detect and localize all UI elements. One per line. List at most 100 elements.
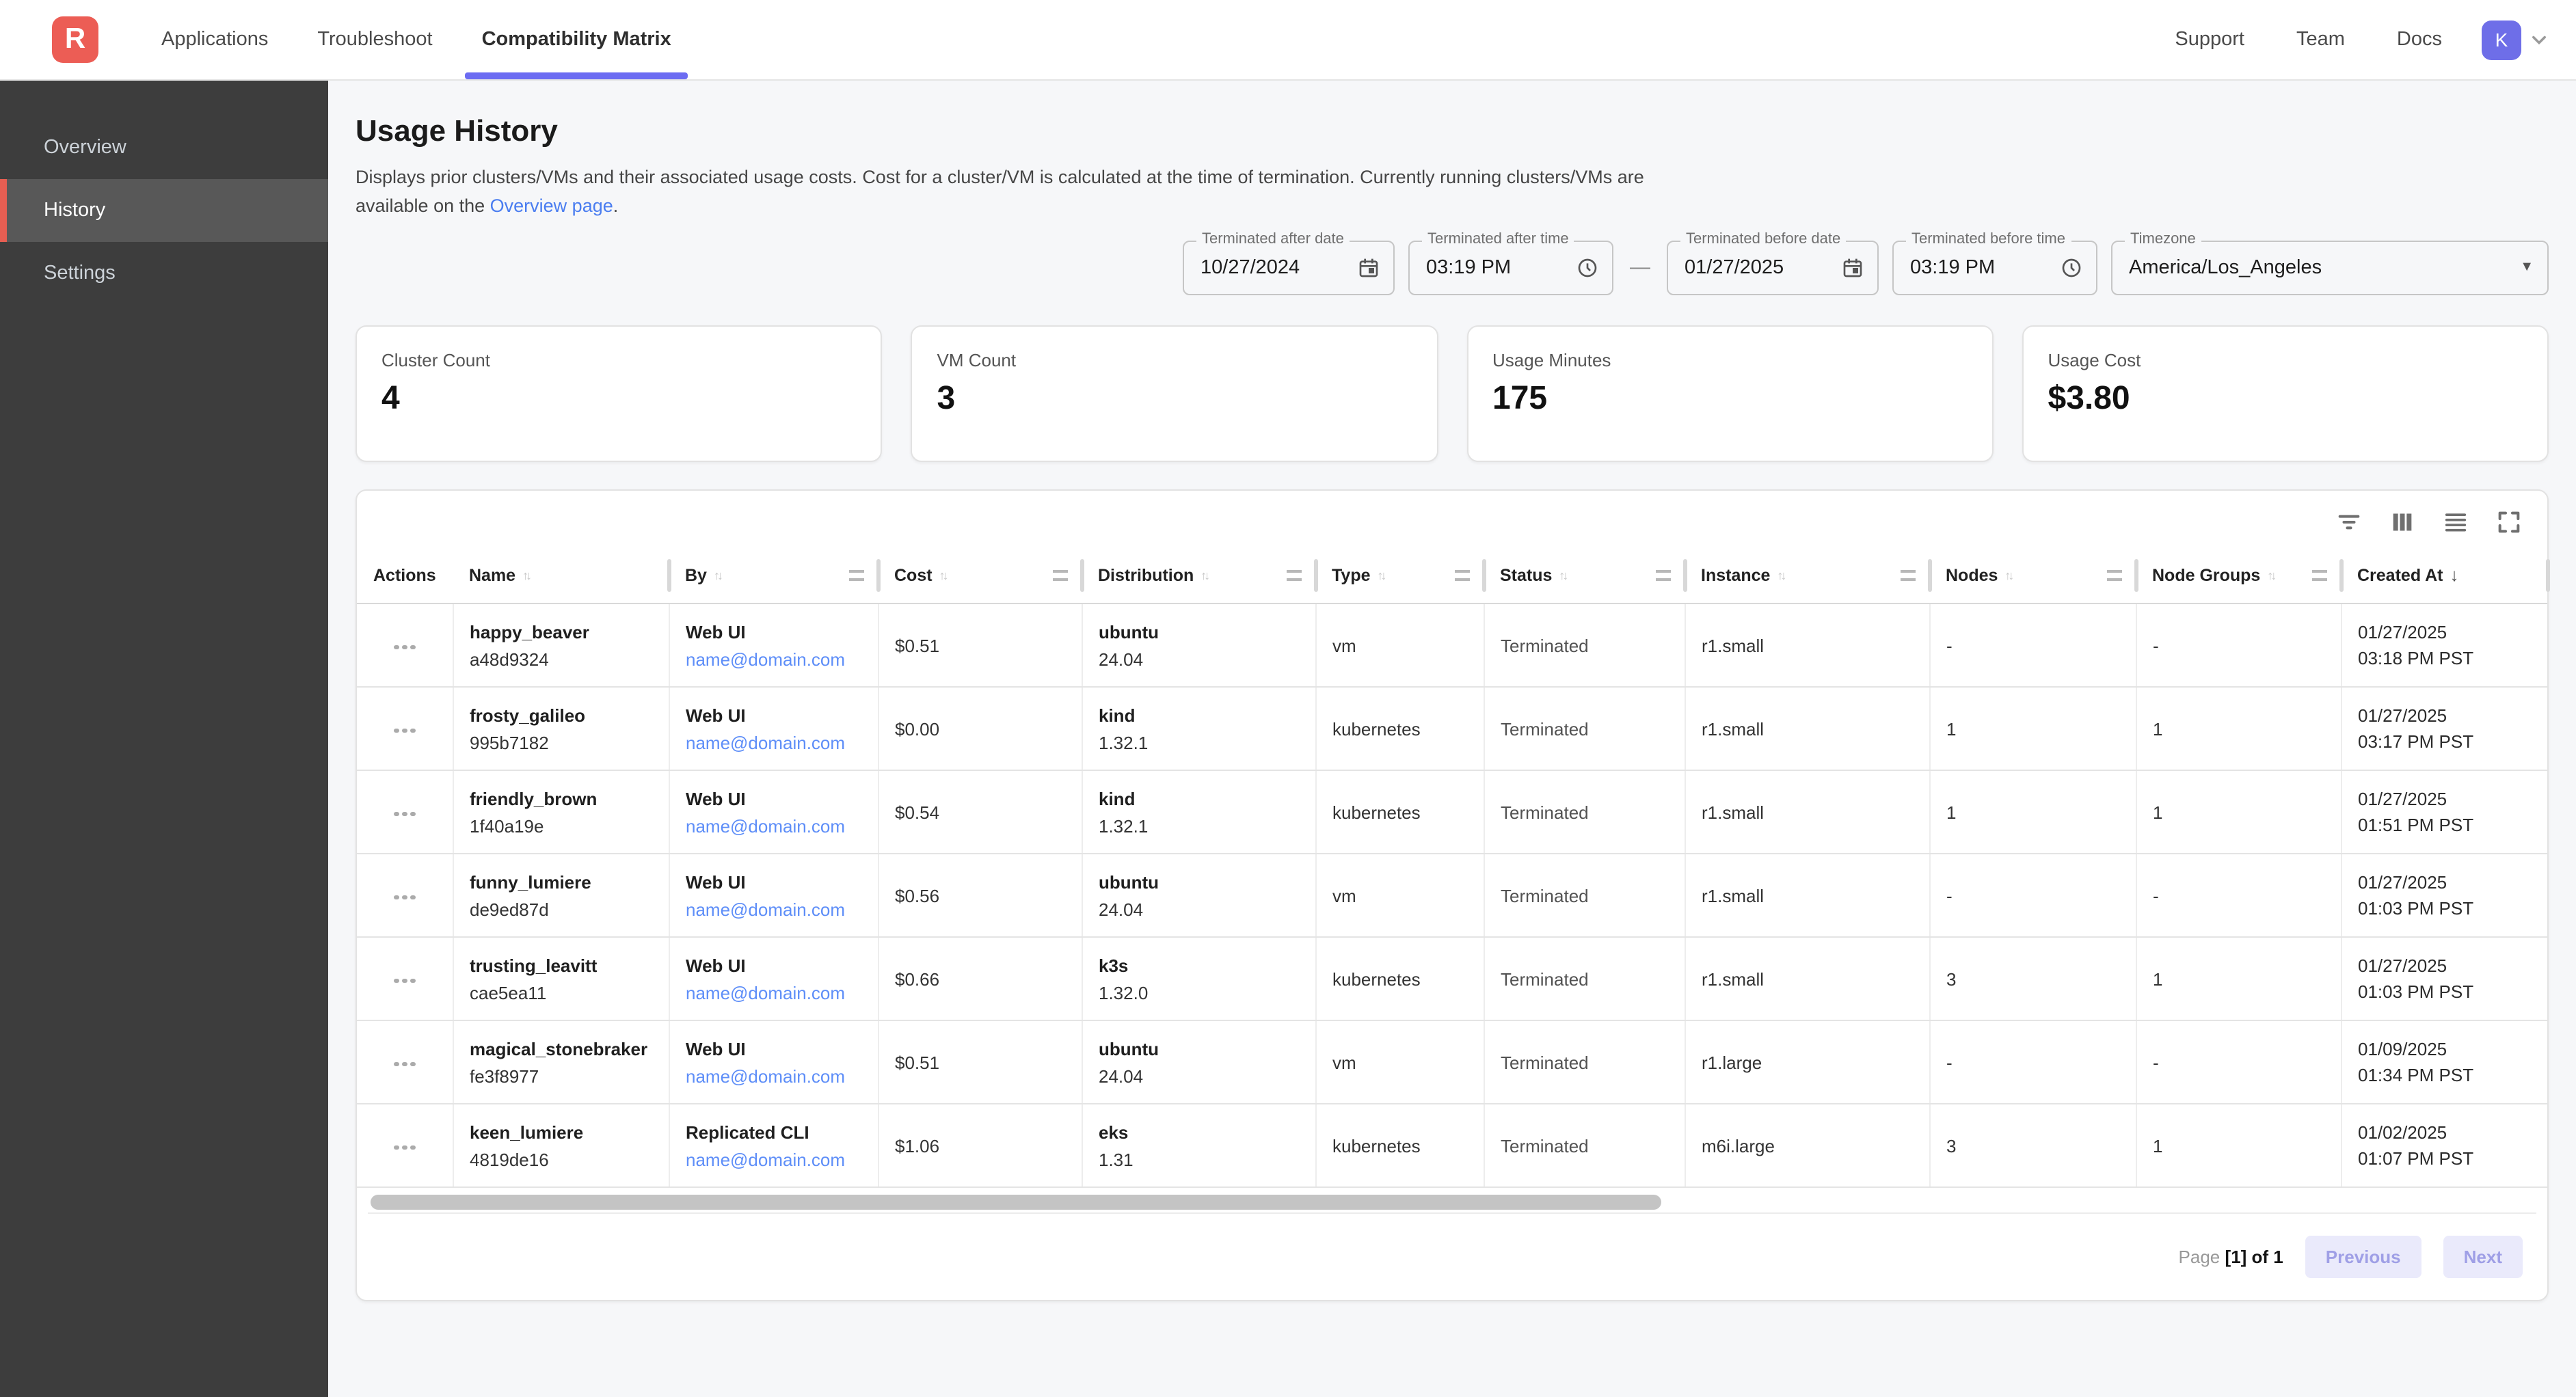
column-menu-icon[interactable] — [1455, 569, 1470, 581]
filter-bar: Terminated after date 10/27/2024 Termina… — [355, 230, 2549, 295]
email-link[interactable]: name@domain.com — [686, 649, 846, 670]
nav-team[interactable]: Team — [2296, 29, 2345, 51]
dropdown-arrow-icon[interactable]: ▼ — [2520, 260, 2534, 275]
stat-value: 175 — [1492, 379, 1548, 417]
row-actions-button[interactable] — [386, 637, 423, 658]
density-icon[interactable] — [2442, 508, 2469, 536]
user-avatar[interactable]: K — [2482, 20, 2521, 59]
clock-icon[interactable] — [2061, 257, 2082, 279]
column-label: Actions — [373, 565, 436, 585]
column-menu-icon[interactable] — [1053, 569, 1068, 581]
column-header-node-groups[interactable]: Node Groups ↑↓ — [2136, 546, 2341, 605]
email-link[interactable]: name@domain.com — [686, 982, 846, 1003]
calendar-icon[interactable] — [1358, 257, 1380, 279]
cell-type: kubernetes — [1315, 770, 1484, 855]
column-header-created-at[interactable]: Created At ↓ — [2341, 546, 2547, 605]
cell-cost: $1.06 — [878, 1104, 1082, 1189]
page-description: Displays prior clusters/VMs and their as… — [355, 164, 1712, 221]
app-logo[interactable]: R — [52, 16, 98, 63]
cell-instance: m6i.large — [1685, 1104, 1930, 1189]
next-page-button[interactable]: Next — [2443, 1236, 2523, 1279]
sort-icon[interactable]: ↑↓ — [522, 568, 532, 582]
stat-label: VM Count — [937, 349, 1017, 370]
sort-icon[interactable]: ↑↓ — [1559, 568, 1568, 582]
row-actions-button[interactable] — [386, 971, 423, 992]
column-header-instance[interactable]: Instance ↑↓ — [1685, 546, 1929, 605]
calendar-icon[interactable] — [1842, 257, 1864, 279]
cell-instance: r1.small — [1685, 603, 1930, 688]
cell-distribution: ubuntu 24.04 — [1082, 603, 1316, 688]
column-menu-icon[interactable] — [1287, 569, 1302, 581]
terminated-before-time-label: Terminated before time — [1906, 230, 2071, 247]
email-link[interactable]: name@domain.com — [686, 1149, 846, 1170]
column-header-by[interactable]: By ↑↓ — [669, 546, 878, 605]
clock-icon[interactable] — [1577, 257, 1598, 279]
sort-desc-icon[interactable]: ↓ — [2450, 565, 2459, 586]
terminated-before-date-field[interactable]: Terminated before date 01/27/2025 — [1667, 230, 1879, 295]
cell-cost: $0.66 — [878, 937, 1082, 1022]
stats-row: Cluster Count 4 VM Count 3 Usage Minutes… — [355, 325, 2549, 462]
description-text: Displays prior clusters/VMs and their as… — [355, 167, 1644, 216]
scrollbar-thumb[interactable] — [371, 1195, 1661, 1210]
cell-distribution: ubuntu 24.04 — [1082, 854, 1316, 938]
sort-icon[interactable]: ↑↓ — [939, 568, 949, 582]
sidebar-item-overview[interactable]: Overview — [44, 137, 126, 159]
columns-icon[interactable] — [2389, 508, 2416, 536]
sort-icon[interactable]: ↑↓ — [1377, 568, 1387, 582]
chevron-down-icon[interactable] — [2530, 30, 2549, 49]
terminated-after-time-field[interactable]: Terminated after time 03:19 PM — [1408, 230, 1613, 295]
row-actions-button[interactable] — [386, 1054, 423, 1075]
timezone-select[interactable]: Timezone America/Los_Angeles ▼ — [2111, 230, 2549, 295]
sort-icon[interactable]: ↑↓ — [2267, 568, 2277, 582]
status-badge: Terminated — [1501, 635, 1589, 656]
nav-troubleshoot[interactable]: Troubleshoot — [317, 29, 433, 51]
column-label: Distribution — [1098, 565, 1194, 585]
cell-node-groups: - — [2136, 603, 2342, 688]
fullscreen-icon[interactable] — [2495, 508, 2523, 536]
cell-distribution: kind 1.32.1 — [1082, 687, 1316, 772]
terminated-before-time-field[interactable]: Terminated before time 03:19 PM — [1892, 230, 2097, 295]
cell-status: Terminated — [1484, 937, 1685, 1022]
column-header-cost[interactable]: Cost ↑↓ — [878, 546, 1082, 605]
sort-icon[interactable]: ↑↓ — [1777, 568, 1786, 582]
nav-docs[interactable]: Docs — [2396, 29, 2442, 51]
nav-applications[interactable]: Applications — [161, 29, 269, 51]
email-link[interactable]: name@domain.com — [686, 899, 846, 920]
email-link[interactable]: name@domain.com — [686, 732, 846, 753]
column-menu-icon[interactable] — [2312, 569, 2327, 581]
terminated-before-date-label: Terminated before date — [1680, 230, 1847, 247]
stat-card-cluster-count: Cluster Count 4 — [355, 325, 883, 462]
sidebar-item-history[interactable]: History — [0, 179, 328, 242]
sort-icon[interactable]: ↑↓ — [2004, 568, 2014, 582]
column-header-type[interactable]: Type ↑↓ — [1315, 546, 1484, 605]
column-header-name[interactable]: Name ↑↓ — [453, 546, 669, 605]
row-actions-button[interactable] — [386, 1137, 423, 1158]
filter-icon[interactable] — [2335, 508, 2363, 536]
email-link[interactable]: name@domain.com — [686, 1066, 846, 1087]
overview-page-link[interactable]: Overview page — [489, 195, 613, 216]
column-menu-icon[interactable] — [1656, 569, 1671, 581]
column-header-distribution[interactable]: Distribution ↑↓ — [1082, 546, 1315, 605]
column-header-status[interactable]: Status ↑↓ — [1484, 546, 1685, 605]
sort-icon[interactable]: ↑↓ — [713, 568, 723, 582]
column-menu-icon[interactable] — [2107, 569, 2122, 581]
column-menu-icon[interactable] — [849, 569, 864, 581]
main-content: Usage History Displays prior clusters/VM… — [328, 81, 2576, 1397]
column-header-nodes[interactable]: Nodes ↑↓ — [1929, 546, 2136, 605]
terminated-after-date-field[interactable]: Terminated after date 10/27/2024 — [1183, 230, 1395, 295]
stat-card-usage-minutes: Usage Minutes 175 — [1466, 325, 1994, 462]
cell-name: magical_stonebraker fe3f8977 — [453, 1020, 669, 1105]
nav-support[interactable]: Support — [2175, 29, 2244, 51]
column-menu-icon[interactable] — [1901, 569, 1916, 581]
sidebar-item-settings[interactable]: Settings — [44, 262, 116, 284]
email-link[interactable]: name@domain.com — [686, 815, 846, 837]
sort-icon[interactable]: ↑↓ — [1200, 568, 1210, 582]
row-actions-button[interactable] — [386, 804, 423, 825]
row-actions-button[interactable] — [386, 720, 423, 742]
previous-page-button[interactable]: Previous — [2305, 1236, 2421, 1279]
row-actions-button[interactable] — [386, 887, 423, 908]
cell-node-groups: 1 — [2136, 687, 2342, 772]
nav-compatibility-matrix[interactable]: Compatibility Matrix — [457, 0, 696, 79]
description-period: . — [613, 195, 619, 216]
